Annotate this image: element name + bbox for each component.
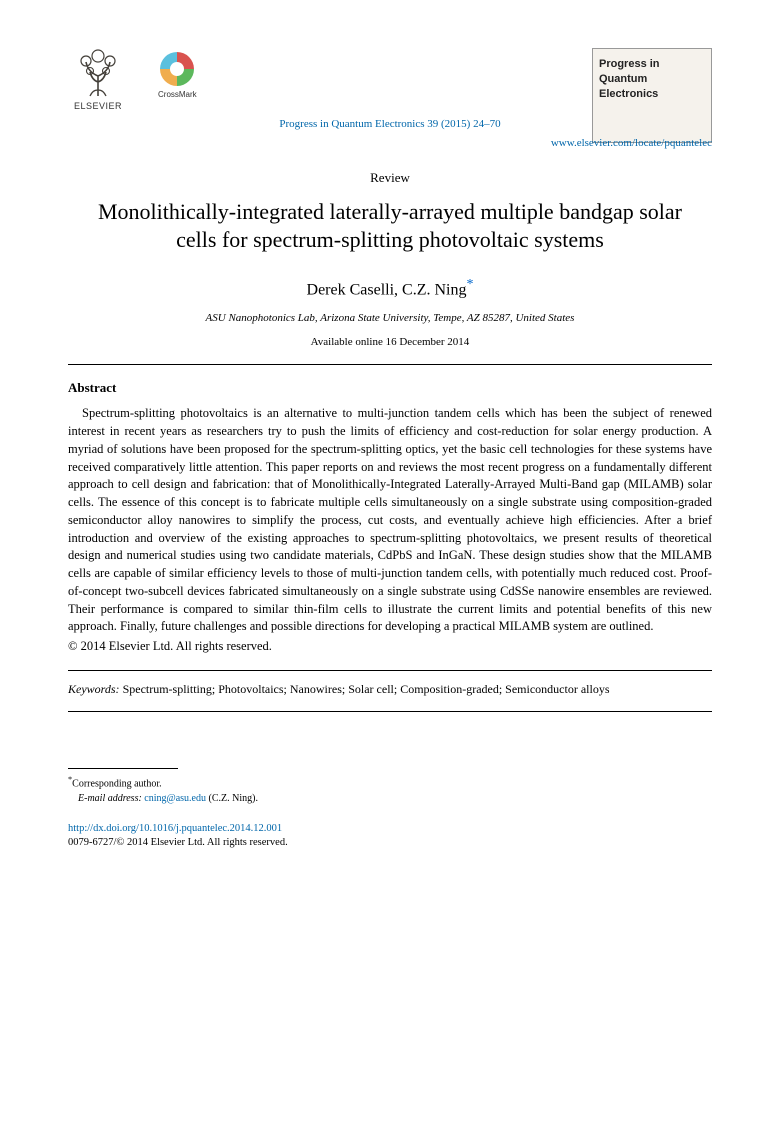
email-suffix: (C.Z. Ning). bbox=[206, 793, 258, 804]
corresponding-mark-icon: * bbox=[466, 277, 473, 292]
corresponding-email[interactable]: cning@asu.edu bbox=[144, 793, 206, 804]
doi-link[interactable]: http://dx.doi.org/10.1016/j.pquantelec.2… bbox=[68, 822, 712, 837]
corresponding-label: Corresponding author. bbox=[72, 779, 161, 790]
divider-top bbox=[68, 364, 712, 365]
footnote-block: *Corresponding author. E-mail address: c… bbox=[68, 774, 712, 805]
divider-mid bbox=[68, 670, 712, 671]
journal-homepage-link[interactable]: www.elsevier.com/locate/pquantelec bbox=[68, 136, 712, 151]
citation-text: Progress in Quantum Electronics 39 (2015… bbox=[279, 118, 500, 130]
paper-title: Monolithically-integrated laterally-arra… bbox=[68, 198, 712, 255]
divider-bottom bbox=[68, 711, 712, 712]
keywords-label: Keywords: bbox=[68, 682, 120, 696]
journal-box-title: Progress in Quantum Electronics bbox=[599, 57, 705, 102]
issn-copyright: 0079-6727/© 2014 Elsevier Ltd. All right… bbox=[68, 836, 712, 851]
elsevier-logo: ELSEVIER bbox=[68, 48, 128, 114]
publisher-label: ELSEVIER bbox=[74, 100, 122, 113]
author-names: Derek Caselli, C.Z. Ning bbox=[307, 281, 467, 298]
elsevier-tree-icon bbox=[72, 48, 124, 98]
header-left: ELSEVIER CrossMark bbox=[68, 48, 197, 114]
abstract-heading: Abstract bbox=[68, 379, 712, 397]
article-type: Review bbox=[68, 169, 712, 187]
crossmark-icon bbox=[160, 52, 194, 86]
footer-block: http://dx.doi.org/10.1016/j.pquantelec.2… bbox=[68, 822, 712, 851]
crossmark-badge[interactable]: CrossMark bbox=[158, 52, 197, 100]
email-line: E-mail address: cning@asu.edu (C.Z. Ning… bbox=[68, 792, 712, 806]
email-label: E-mail address: bbox=[78, 793, 144, 804]
footnote-divider bbox=[68, 768, 178, 769]
page-container: ELSEVIER CrossMark Progress in Quantum E… bbox=[0, 0, 780, 891]
abstract-body: Spectrum-splitting photovoltaics is an a… bbox=[68, 405, 712, 636]
keywords-line: Keywords: Spectrum-splitting; Photovolta… bbox=[68, 681, 712, 698]
journal-cover-box: Progress in Quantum Electronics bbox=[592, 48, 712, 143]
affiliation: ASU Nanophotonics Lab, Arizona State Uni… bbox=[68, 311, 712, 326]
keywords-text: Spectrum-splitting; Photovoltaics; Nanow… bbox=[120, 682, 610, 696]
corresponding-author-note: *Corresponding author. bbox=[68, 774, 712, 791]
authors-line: Derek Caselli, C.Z. Ning* bbox=[68, 275, 712, 302]
journal-url: www.elsevier.com/locate/pquantelec bbox=[551, 137, 712, 149]
available-online-date: Available online 16 December 2014 bbox=[68, 335, 712, 350]
copyright-line: © 2014 Elsevier Ltd. All rights reserved… bbox=[68, 638, 712, 656]
crossmark-label: CrossMark bbox=[158, 89, 197, 100]
